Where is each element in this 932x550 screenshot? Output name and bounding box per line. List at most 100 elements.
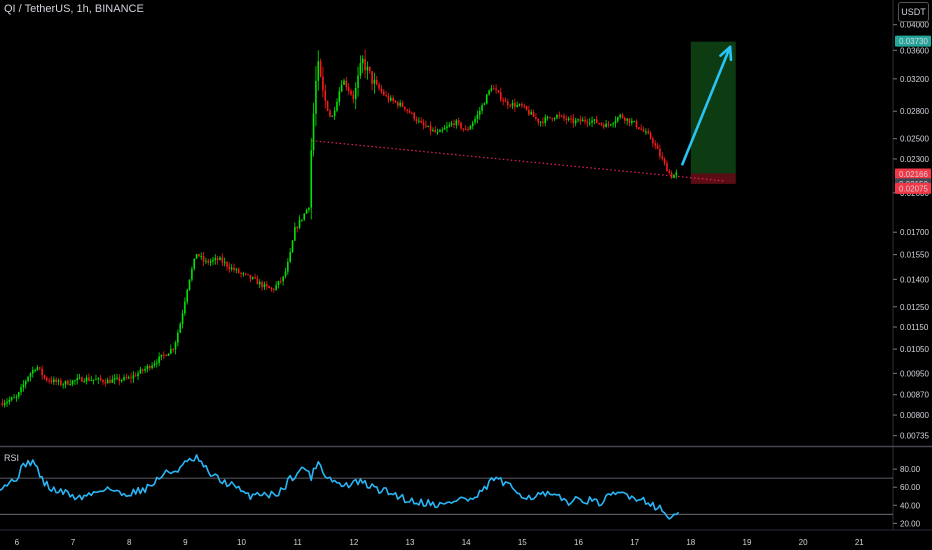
- candle-down: [502, 99, 504, 102]
- candle-up: [13, 397, 15, 399]
- rsi-line: [0, 454, 680, 520]
- candle-up: [490, 88, 493, 91]
- candle-up: [62, 384, 64, 386]
- candle-up: [146, 365, 149, 369]
- candle-up: [469, 126, 472, 130]
- candle-up: [343, 80, 345, 85]
- candle-down: [172, 348, 174, 350]
- candle-up: [275, 285, 277, 290]
- candle-down: [67, 380, 69, 385]
- candle-down: [352, 94, 355, 100]
- candle-down: [560, 115, 563, 117]
- candle-down: [378, 84, 380, 89]
- candle-down: [296, 227, 298, 229]
- candle-down: [595, 119, 598, 124]
- candle-down: [563, 115, 565, 119]
- candle-up: [605, 123, 607, 128]
- candle-down: [492, 88, 495, 90]
- time-tick-label: 10: [237, 538, 246, 547]
- candle-down: [425, 125, 427, 127]
- time-tick-label: 19: [743, 538, 752, 547]
- candle-up: [516, 104, 518, 107]
- candle-up: [483, 103, 486, 106]
- candle-down: [394, 100, 397, 103]
- candle-down: [397, 102, 399, 106]
- candle-down: [319, 61, 322, 77]
- candle-up: [151, 365, 153, 369]
- candle-down: [46, 377, 48, 381]
- candle-up: [251, 277, 254, 279]
- candle-up: [53, 379, 55, 383]
- candle-up: [474, 118, 476, 123]
- candle-up: [155, 362, 158, 364]
- price-tick-label: 0.00950: [900, 369, 929, 378]
- candle-down: [598, 123, 600, 125]
- projection-arrow-head: [728, 45, 733, 62]
- candle-up: [471, 122, 474, 127]
- candle-down: [453, 123, 455, 126]
- candle-up: [511, 103, 514, 107]
- candle-down: [462, 128, 465, 130]
- candle-up: [188, 279, 191, 290]
- candle-down: [638, 127, 640, 130]
- rsi-tick-label: 80.00: [900, 465, 921, 474]
- candle-up: [614, 120, 617, 124]
- candle-up: [626, 118, 628, 121]
- candle-up: [574, 120, 577, 124]
- time-tick-label: 21: [855, 538, 864, 547]
- candle-down: [148, 365, 151, 369]
- price-tick-label: 0.01700: [900, 228, 929, 237]
- candle-up: [106, 379, 109, 384]
- candle-down: [392, 97, 394, 101]
- candle-down: [109, 379, 111, 383]
- candle-up: [336, 101, 338, 111]
- candle-down: [570, 118, 572, 120]
- candle-up: [631, 121, 633, 123]
- time-tick-label: 9: [183, 538, 188, 547]
- candle-up: [427, 125, 430, 127]
- candle-down: [656, 145, 659, 149]
- candle-down: [415, 119, 418, 122]
- candle-up: [69, 384, 72, 386]
- rsi-panel-label: RSI: [4, 453, 20, 463]
- candle-up: [17, 392, 20, 397]
- candle-up: [132, 375, 135, 379]
- candle-up: [298, 219, 301, 228]
- price-tick-label: 0.01550: [900, 251, 929, 260]
- candle-down: [528, 109, 530, 115]
- candle-up: [593, 119, 596, 121]
- candle-up: [36, 367, 39, 370]
- candle-down: [640, 129, 643, 131]
- candle-up: [287, 261, 289, 272]
- candle-down: [460, 122, 462, 129]
- candle-up: [294, 227, 296, 241]
- candle-down: [270, 288, 273, 290]
- candle-up: [675, 172, 678, 175]
- candle-up: [443, 128, 446, 130]
- candle-down: [382, 91, 385, 95]
- stop-loss-zone: [690, 173, 736, 184]
- candle-up: [78, 377, 81, 379]
- candle-up: [588, 122, 591, 124]
- candle-down: [368, 66, 371, 72]
- candle-down: [464, 129, 467, 131]
- rsi-tick-label: 20.00: [900, 519, 921, 528]
- candle-up: [20, 387, 22, 393]
- candle-down: [347, 87, 350, 91]
- candle-up: [200, 256, 203, 258]
- candle-up: [581, 119, 584, 122]
- candle-down: [457, 120, 460, 123]
- candle-down: [661, 156, 664, 159]
- candle-down: [635, 121, 638, 128]
- candle-up: [123, 377, 125, 380]
- rsi-tick-label: 60.00: [900, 483, 921, 492]
- price-tick-label: 0.03200: [900, 75, 929, 84]
- candle-up: [439, 130, 441, 132]
- candle-down: [411, 112, 413, 114]
- candle-up: [448, 124, 451, 127]
- candle-up: [488, 90, 490, 95]
- currency-unit-button[interactable]: USDT: [898, 2, 929, 22]
- candle-down: [228, 266, 231, 269]
- candle-down: [99, 378, 102, 381]
